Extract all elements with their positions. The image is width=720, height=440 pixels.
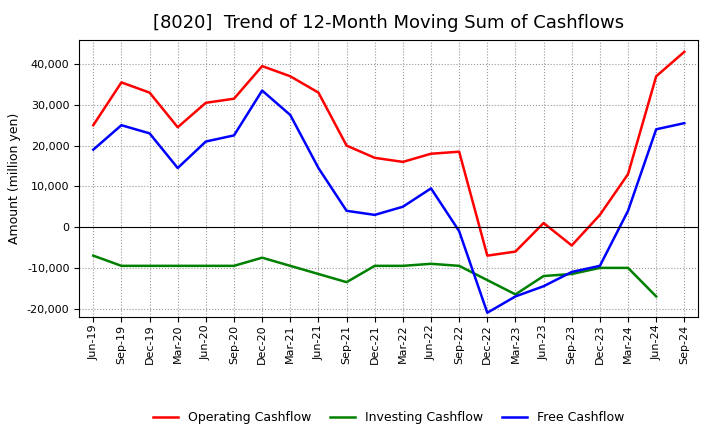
Operating Cashflow [342, 143, 351, 148]
Free Cashflow [202, 139, 210, 144]
Free Cashflow [511, 294, 520, 299]
Operating Cashflow [455, 149, 464, 154]
Operating Cashflow [286, 73, 294, 79]
Operating Cashflow [511, 249, 520, 254]
Investing Cashflow [342, 279, 351, 285]
Investing Cashflow [117, 263, 126, 268]
Free Cashflow [89, 147, 98, 152]
Operating Cashflow [539, 220, 548, 226]
Free Cashflow [455, 228, 464, 234]
Free Cashflow [117, 123, 126, 128]
Operating Cashflow [145, 90, 154, 95]
Investing Cashflow [595, 265, 604, 271]
Operating Cashflow [117, 80, 126, 85]
Investing Cashflow [202, 263, 210, 268]
Operating Cashflow [483, 253, 492, 258]
Investing Cashflow [145, 263, 154, 268]
Operating Cashflow [595, 212, 604, 217]
Investing Cashflow [174, 263, 182, 268]
Operating Cashflow [258, 63, 266, 69]
Investing Cashflow [370, 263, 379, 268]
Investing Cashflow [483, 278, 492, 283]
Investing Cashflow [314, 271, 323, 277]
Operating Cashflow [230, 96, 238, 101]
Operating Cashflow [314, 90, 323, 95]
Investing Cashflow [511, 292, 520, 297]
Free Cashflow [483, 310, 492, 315]
Operating Cashflow [399, 159, 408, 165]
Free Cashflow [539, 284, 548, 289]
Free Cashflow [595, 263, 604, 268]
Line: Free Cashflow: Free Cashflow [94, 91, 684, 313]
Operating Cashflow [370, 155, 379, 161]
Free Cashflow [652, 127, 660, 132]
Investing Cashflow [399, 263, 408, 268]
Y-axis label: Amount (million yen): Amount (million yen) [9, 113, 22, 244]
Line: Operating Cashflow: Operating Cashflow [94, 52, 684, 256]
Free Cashflow [370, 212, 379, 217]
Investing Cashflow [286, 263, 294, 268]
Free Cashflow [174, 165, 182, 171]
Operating Cashflow [567, 243, 576, 248]
Free Cashflow [399, 204, 408, 209]
Free Cashflow [342, 208, 351, 213]
Investing Cashflow [455, 263, 464, 268]
Free Cashflow [567, 269, 576, 275]
Operating Cashflow [174, 125, 182, 130]
Free Cashflow [680, 121, 688, 126]
Operating Cashflow [624, 172, 632, 177]
Investing Cashflow [624, 265, 632, 271]
Free Cashflow [286, 112, 294, 117]
Free Cashflow [230, 133, 238, 138]
Free Cashflow [427, 186, 436, 191]
Operating Cashflow [680, 49, 688, 55]
Investing Cashflow [652, 294, 660, 299]
Free Cashflow [145, 131, 154, 136]
Free Cashflow [624, 208, 632, 213]
Investing Cashflow [427, 261, 436, 267]
Line: Investing Cashflow: Investing Cashflow [94, 256, 656, 297]
Investing Cashflow [89, 253, 98, 258]
Free Cashflow [258, 88, 266, 93]
Investing Cashflow [258, 255, 266, 260]
Investing Cashflow [539, 273, 548, 279]
Investing Cashflow [567, 271, 576, 277]
Operating Cashflow [652, 73, 660, 79]
Operating Cashflow [427, 151, 436, 156]
Operating Cashflow [202, 100, 210, 106]
Title: [8020]  Trend of 12-Month Moving Sum of Cashflows: [8020] Trend of 12-Month Moving Sum of C… [153, 15, 624, 33]
Investing Cashflow [230, 263, 238, 268]
Operating Cashflow [89, 123, 98, 128]
Free Cashflow [314, 165, 323, 171]
Legend: Operating Cashflow, Investing Cashflow, Free Cashflow: Operating Cashflow, Investing Cashflow, … [148, 406, 629, 429]
